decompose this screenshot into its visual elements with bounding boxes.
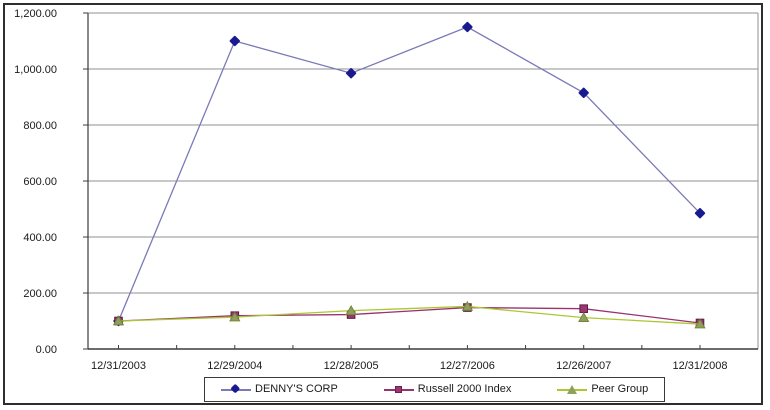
russell-2000-legend-swatch <box>383 385 414 394</box>
legend-label-dennys-corp: DENNY'S CORP <box>255 383 338 395</box>
x-tick-label: 12/27/2006 <box>440 360 495 372</box>
legend-item-peer-group: Peer Group <box>557 384 648 395</box>
x-tick-label: 12/26/2007 <box>556 360 611 372</box>
x-tick-label: 12/29/2004 <box>207 360 262 372</box>
y-tick-label: 1,200.00 <box>14 8 57 20</box>
square-marker-icon <box>394 385 403 393</box>
x-tick-label: 12/28/2005 <box>324 360 379 372</box>
legend-item-dennys-corp: DENNY'S CORP <box>221 384 338 395</box>
chart-legend: DENNY'S CORP Russell 2000 Index Peer Gro… <box>204 377 666 402</box>
y-tick-label: 1,000.00 <box>14 64 57 76</box>
series-denny-s-corp <box>113 21 706 327</box>
series-peer-group <box>112 300 706 329</box>
y-axis-tick-labels: 1,200.00 1,000.00 800.00 600.00 400.00 200.00… <box>14 8 57 356</box>
legend-label-russell-2000: Russell 2000 Index <box>417 383 512 395</box>
legend-item-russell-2000: Russell 2000 Index <box>383 383 512 395</box>
x-tick-label: 12/31/2008 <box>672 360 727 372</box>
y-tick-label: 800.00 <box>23 120 57 132</box>
legend-label-peer-group: Peer Group <box>591 383 649 395</box>
diamond-marker-icon <box>230 383 240 393</box>
dennys-corp-legend-swatch <box>221 383 251 394</box>
y-tick-label: 400.00 <box>23 232 57 244</box>
x-axis-tick-labels: 12/31/2003 12/29/2004 12/28/2005 12/27/2006… <box>91 360 728 372</box>
y-tick-label: 600.00 <box>23 176 57 188</box>
gridlines <box>88 12 759 349</box>
x-tick-label: 12/31/2003 <box>91 360 146 372</box>
axes <box>83 12 758 350</box>
peer-group-legend-swatch <box>557 384 588 394</box>
triangle-marker-icon <box>567 384 578 394</box>
series-russell-2000-index <box>114 303 705 328</box>
chart-outer-frame <box>3 3 763 405</box>
y-tick-label: 200.00 <box>23 288 57 300</box>
y-tick-label: 0.00 <box>36 344 57 356</box>
